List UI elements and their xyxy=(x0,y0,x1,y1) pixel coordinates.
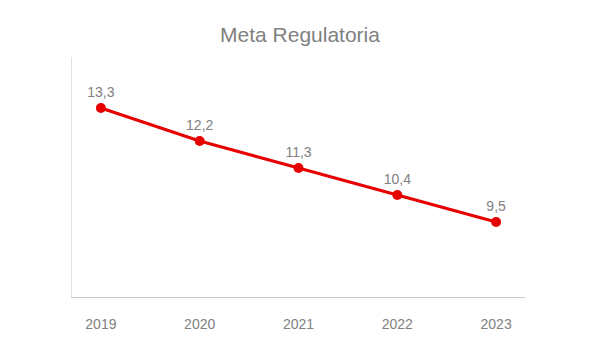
svg-text:2021: 2021 xyxy=(283,316,314,332)
svg-text:2023: 2023 xyxy=(481,316,512,332)
svg-text:13,3: 13,3 xyxy=(87,84,114,100)
svg-text:9,5: 9,5 xyxy=(486,198,506,214)
svg-text:Meta Regulatoria: Meta Regulatoria xyxy=(220,23,380,46)
svg-text:2019: 2019 xyxy=(85,316,116,332)
svg-text:10,4: 10,4 xyxy=(384,171,411,187)
svg-text:11,3: 11,3 xyxy=(285,144,311,160)
svg-text:12,2: 12,2 xyxy=(186,117,213,133)
svg-text:2022: 2022 xyxy=(382,316,413,332)
svg-text:2020: 2020 xyxy=(184,316,215,332)
